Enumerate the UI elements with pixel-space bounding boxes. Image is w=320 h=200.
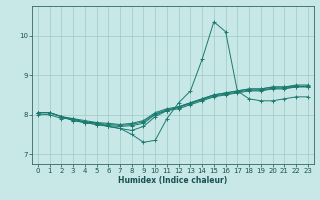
X-axis label: Humidex (Indice chaleur): Humidex (Indice chaleur) xyxy=(118,176,228,185)
